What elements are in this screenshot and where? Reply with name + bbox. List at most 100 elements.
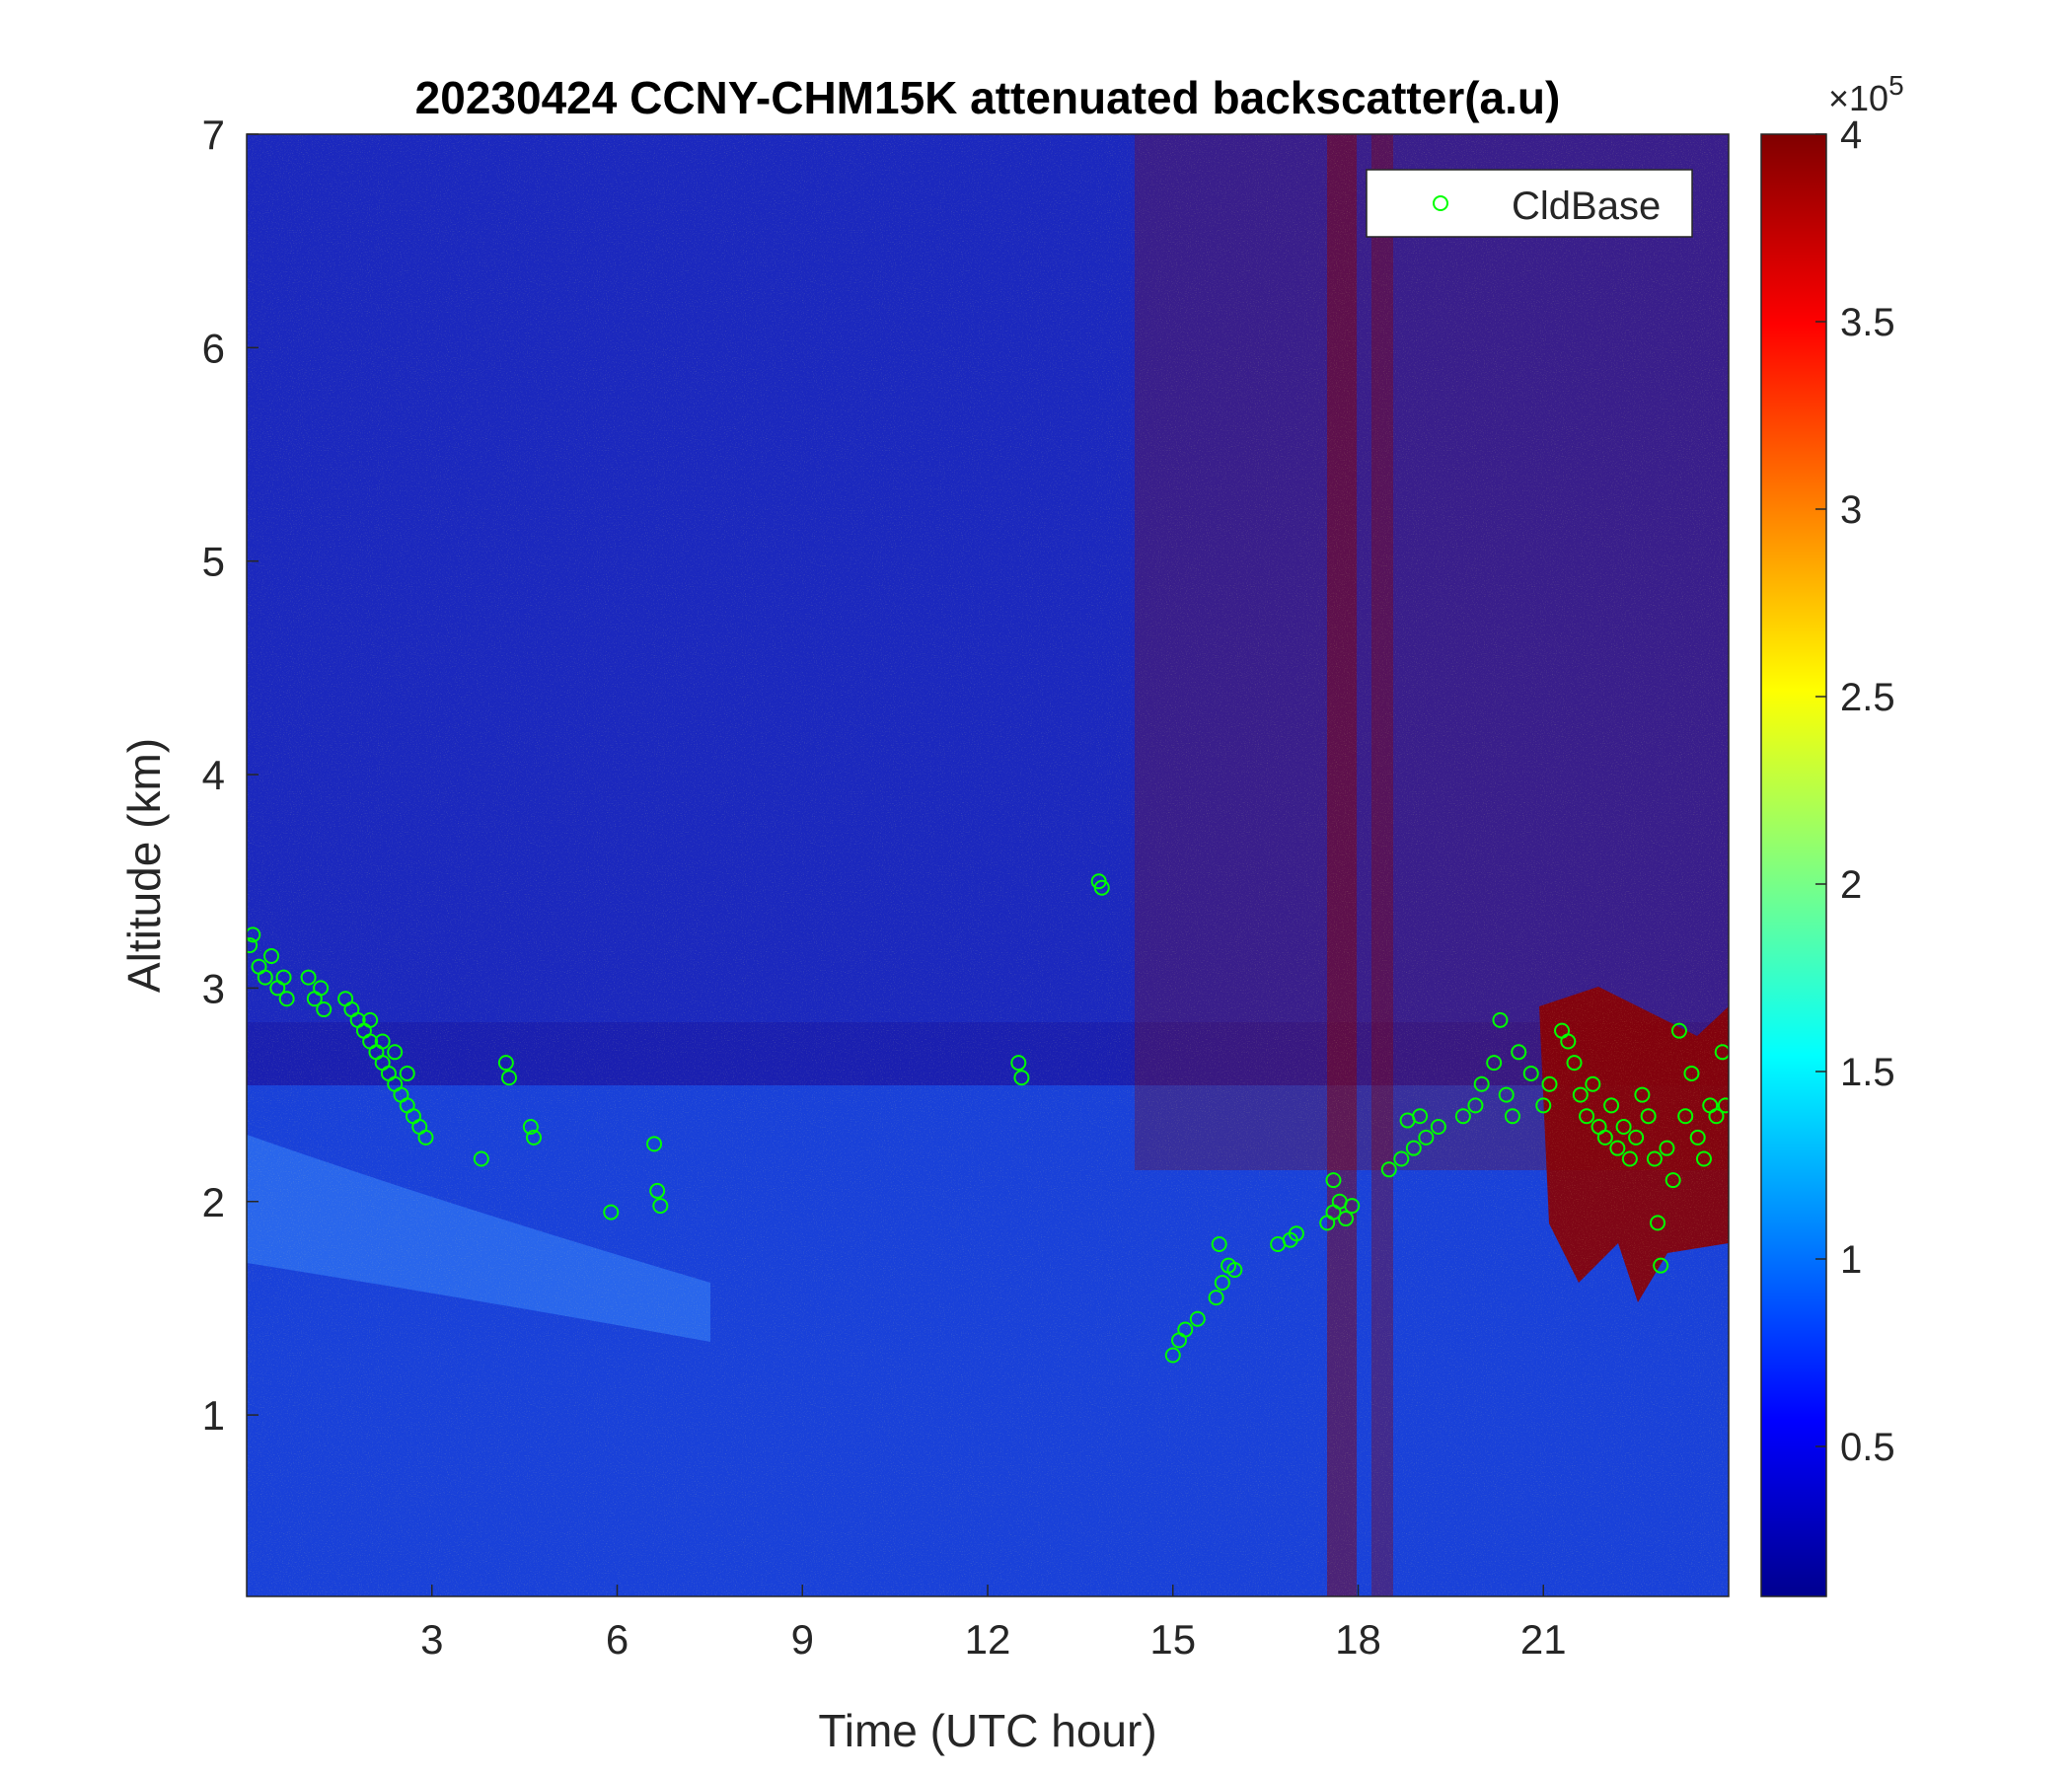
cldbase-point xyxy=(1010,1055,1027,1072)
x-tick-label: 9 xyxy=(791,1616,814,1663)
legend: CldBase xyxy=(1366,169,1693,238)
cldbase-point xyxy=(1337,1211,1354,1227)
cldbase-point xyxy=(1579,1108,1595,1125)
cldbase-point xyxy=(1572,1086,1589,1103)
colorbar-tick-label: 2 xyxy=(1840,863,1862,907)
cldbase-point xyxy=(1695,1150,1712,1167)
cldbase-point xyxy=(1498,1086,1515,1103)
cldbase-point xyxy=(1659,1140,1675,1156)
cldbase-point xyxy=(1013,1070,1030,1086)
cldbase-point xyxy=(1650,1215,1666,1231)
cldbase-point xyxy=(1665,1172,1681,1189)
cldbase-point xyxy=(522,1119,539,1136)
cldbase-point xyxy=(1288,1225,1304,1242)
cldbase-point xyxy=(1585,1075,1601,1092)
y-tick-label: 2 xyxy=(202,1179,225,1225)
cldbase-point xyxy=(1093,879,1110,896)
cldbase-point xyxy=(1208,1290,1224,1306)
cldbase-point xyxy=(1566,1055,1583,1072)
y-tick-label: 1 xyxy=(202,1392,225,1439)
x-tick-label: 18 xyxy=(1335,1616,1381,1663)
colorbar-gradient xyxy=(1760,133,1827,1597)
cldbase-point xyxy=(316,1001,333,1018)
cldbase-point xyxy=(1189,1310,1206,1327)
cldbase-point xyxy=(1603,1097,1620,1114)
cldbase-point xyxy=(1689,1129,1706,1146)
cldbase-point xyxy=(1535,1097,1552,1114)
x-axis: 3 6 9 12 15 18 21 xyxy=(420,1585,1567,1663)
y-tick-label: 6 xyxy=(202,325,225,371)
cldbase-point xyxy=(1640,1108,1657,1125)
cldbase-point xyxy=(1541,1075,1558,1092)
cloud-base-markers xyxy=(247,873,1729,1364)
cldbase-point xyxy=(417,1129,434,1146)
x-tick-label: 6 xyxy=(606,1616,629,1663)
x-tick-label: 3 xyxy=(420,1616,443,1663)
cldbase-point xyxy=(1634,1086,1651,1103)
cldbase-point xyxy=(1418,1129,1435,1146)
cldbase-point xyxy=(1430,1119,1446,1136)
cldbase-point xyxy=(1708,1108,1725,1125)
colorbar-tick-label: 0.5 xyxy=(1840,1426,1895,1469)
cldbase-point xyxy=(1177,1321,1194,1338)
cldbase-point xyxy=(1596,1129,1613,1146)
cldbase-point xyxy=(374,1033,391,1050)
cldbase-point xyxy=(1344,1198,1361,1215)
cldbase-point xyxy=(362,1011,379,1028)
y-axis: 1 2 3 4 5 6 7 xyxy=(202,111,259,1439)
y-axis-label: Altitude (km) xyxy=(118,738,170,993)
cldbase-point xyxy=(399,1065,415,1081)
cldbase-point xyxy=(497,1055,514,1072)
cldbase-point xyxy=(1683,1065,1700,1081)
colorbar-tick-label: 2.5 xyxy=(1840,676,1895,719)
cldbase-point xyxy=(1226,1261,1243,1278)
cldbase-point xyxy=(1609,1140,1626,1156)
cldbase-point xyxy=(1164,1347,1181,1364)
cldbase-point xyxy=(1504,1108,1520,1125)
cldbase-point xyxy=(1492,1011,1509,1028)
cldbase-point xyxy=(1454,1108,1471,1125)
colorbar-tick-label: 3 xyxy=(1840,488,1862,532)
x-tick-label: 12 xyxy=(965,1616,1011,1663)
colorbar: 0.5 1 1.5 2 2.5 3 3.5 4 ×105 xyxy=(1760,70,1904,1597)
cldbase-point xyxy=(247,926,261,943)
cldbase-point xyxy=(1714,1044,1729,1061)
legend-box xyxy=(1366,169,1693,238)
cldbase-point xyxy=(387,1044,404,1061)
cldbase-point xyxy=(1670,1022,1687,1039)
noise-overlay xyxy=(247,134,1729,1596)
cldbase-point xyxy=(1717,1097,1729,1114)
cldbase-point xyxy=(313,980,330,997)
cldbase-point xyxy=(275,969,292,986)
cldbase-point xyxy=(1522,1065,1539,1081)
x-axis-label: Time (UTC hour) xyxy=(818,1705,1156,1756)
legend-label-cldbase: CldBase xyxy=(1512,185,1661,228)
cldbase-point xyxy=(1646,1150,1663,1167)
colorbar-tick-label: 1 xyxy=(1840,1238,1862,1282)
colorbar-tick-label: 3.5 xyxy=(1840,301,1895,344)
cldbase-point xyxy=(603,1204,620,1221)
cldbase-point xyxy=(278,991,295,1007)
cldbase-point xyxy=(1325,1172,1342,1189)
cldbase-point xyxy=(1615,1119,1632,1136)
cldbase-point xyxy=(1399,1112,1416,1129)
x-tick-label: 15 xyxy=(1149,1616,1196,1663)
colorbar-exponent-base: ×10 xyxy=(1828,78,1888,118)
cldbase-point xyxy=(1621,1150,1638,1167)
cldbase-point xyxy=(257,969,273,986)
cldbase-point xyxy=(1405,1140,1422,1156)
cldbase-point xyxy=(1486,1055,1503,1072)
cldbase-point xyxy=(1473,1075,1490,1092)
colorbar-tick-label: 1.5 xyxy=(1840,1051,1895,1094)
colorbar-exponent: ×105 xyxy=(1828,70,1904,118)
y-tick-label: 4 xyxy=(202,752,225,798)
cldbase-point xyxy=(1393,1150,1410,1167)
cldbase-point xyxy=(1653,1257,1669,1274)
x-tick-label: 21 xyxy=(1520,1616,1567,1663)
cldbase-point xyxy=(1467,1097,1484,1114)
cldbase-point xyxy=(1560,1033,1577,1050)
cldbase-point xyxy=(500,1070,517,1086)
cldbase-point xyxy=(1628,1129,1645,1146)
cldbase-point xyxy=(1511,1044,1527,1061)
